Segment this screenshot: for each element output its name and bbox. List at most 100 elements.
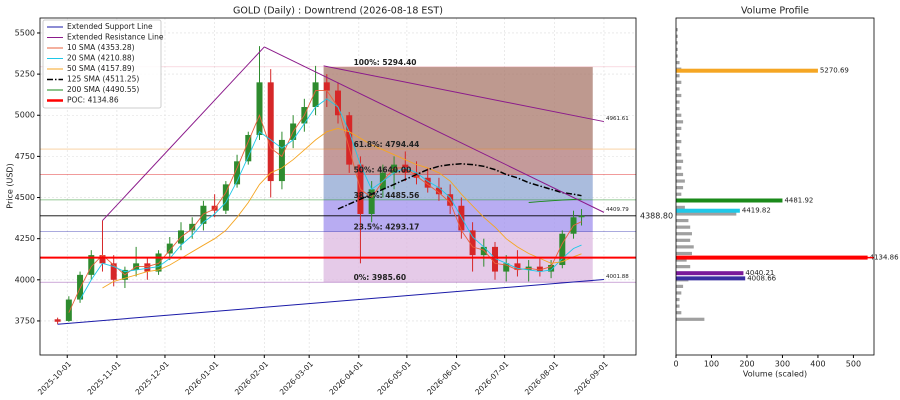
candle-body (368, 189, 375, 214)
x-tick-label: 0 (673, 360, 678, 369)
fib-label: 38.2%: 4485.56 (354, 191, 420, 200)
candle-body (189, 223, 196, 231)
volume-highlight-label: 4481.92 (784, 196, 813, 204)
sma-line (337, 163, 582, 210)
volume-bar (676, 232, 692, 236)
volume-bar (676, 291, 682, 295)
volume-bar (676, 28, 678, 32)
volume-bar (676, 258, 687, 262)
fib-label: 50%: 4640.00 (354, 165, 412, 174)
volume-highlight-label: 5270.69 (820, 67, 849, 75)
volume-bar (676, 100, 680, 104)
legend-box (42, 19, 162, 109)
x-tick-label: 100 (704, 360, 719, 369)
chart-title: GOLD (Daily) : Downtrend (2026-08-18 EST… (233, 6, 443, 17)
volume-highlight-bar (676, 271, 744, 276)
volume-bar (676, 205, 685, 209)
candle-body (65, 299, 72, 321)
candle-body (536, 266, 543, 272)
candle-body (200, 205, 207, 224)
volume-bar (676, 245, 694, 249)
fib-zone (323, 66, 593, 150)
legend-label: Extended Resistance Line (67, 33, 164, 42)
fib-label: 100%: 5294.40 (354, 58, 417, 67)
volume-bar (676, 212, 737, 216)
volume-bar (676, 153, 682, 157)
candle-body (88, 255, 95, 275)
fib-label: 23.5%: 4293.17 (354, 223, 420, 232)
candle-body (578, 215, 585, 218)
volume-bar (676, 133, 680, 137)
x-tick-label: 200 (739, 360, 754, 369)
x-tick-label: 500 (846, 360, 861, 369)
volume-bar (676, 60, 680, 65)
candle-body (256, 82, 263, 135)
candle-body (110, 263, 117, 280)
volume-bar (676, 166, 682, 170)
volume-highlight-label: 4134.86 (870, 254, 899, 262)
volume-highlight-label: 4040.21 (745, 269, 774, 277)
candle-body (391, 164, 398, 173)
volume-highlight-bar (676, 208, 740, 213)
y-axis-label: Price (USD) (6, 163, 15, 208)
sma-line (528, 198, 582, 203)
resistance-end-label: 4409.79 (606, 207, 629, 213)
legend-label: Extended Support Line (67, 22, 153, 31)
volume-bar (676, 218, 689, 223)
volume-highlight-label: 4008.66 (747, 274, 776, 282)
candle-body (492, 246, 499, 272)
volume-bar (676, 311, 682, 315)
legend-label: 50 SMA (4157.89) (67, 64, 135, 73)
volume-highlight-bar (676, 68, 818, 73)
candle-body (144, 263, 151, 272)
legend-label: 20 SMA (4210.88) (67, 54, 135, 63)
volume-highlight-bar (676, 276, 746, 281)
candle-body (469, 230, 476, 256)
candle-body (514, 263, 521, 270)
volume-bar (676, 186, 684, 190)
volume-bar (676, 179, 685, 183)
candle-body (245, 134, 252, 162)
candle-body (548, 264, 555, 272)
fib-label: 0%: 3985.60 (354, 273, 407, 282)
candle-body (267, 82, 274, 182)
candle-body (435, 187, 442, 195)
plot-area (40, 18, 636, 355)
axes-frame (39, 17, 637, 356)
volume-bar (676, 251, 692, 256)
legend-label: POC: 4134.86 (67, 96, 119, 105)
volume-bar (676, 107, 680, 111)
y-tick-label: 4500 (15, 193, 35, 202)
y-tick-label: 4000 (15, 275, 35, 284)
candle-body (323, 82, 330, 91)
volume-bar (676, 41, 678, 45)
volume-bar (676, 74, 680, 78)
support-end-label: 4001.88 (606, 274, 629, 280)
candle-body (346, 115, 353, 165)
resistance-line (264, 46, 605, 213)
volume-bar (676, 120, 684, 124)
sma-line (79, 98, 582, 300)
y-tick-label: 3750 (15, 316, 35, 325)
legend-label: 10 SMA (4353.28) (67, 43, 135, 52)
candle-body (447, 194, 454, 206)
volume-bar (676, 159, 684, 163)
volume-bar (676, 80, 682, 84)
y-tick-label: 5500 (15, 28, 35, 37)
volume-highlight-label: 4419.82 (742, 207, 771, 215)
volume-bar (676, 34, 678, 38)
resistance-line (323, 65, 605, 123)
y-tick-label: 4750 (15, 152, 35, 161)
volume-bar (676, 93, 682, 98)
candle-body (166, 243, 173, 254)
fib-zone (323, 149, 593, 175)
candle-body (480, 246, 487, 256)
candle-body (559, 233, 566, 265)
candle-body (503, 263, 510, 272)
x-tick-label: 300 (775, 360, 790, 369)
volume-bar (676, 265, 691, 269)
volume-bar (676, 304, 680, 308)
volume-bar (676, 225, 691, 229)
candle-body (155, 253, 162, 272)
volume-bar (676, 297, 680, 302)
